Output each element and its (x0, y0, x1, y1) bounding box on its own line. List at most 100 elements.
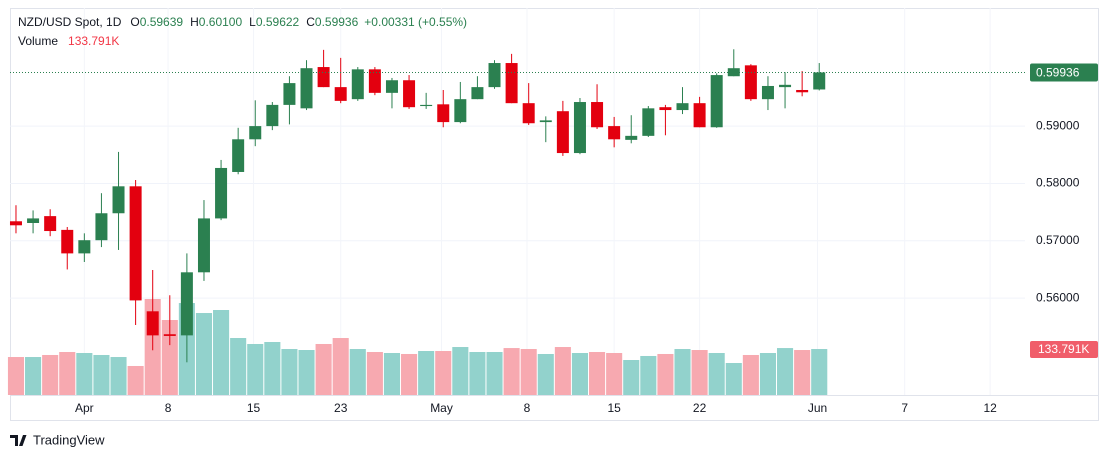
y-tick-label: 0.57000 (1036, 233, 1080, 247)
x-tick-label: 8 (165, 401, 172, 415)
volume-bar (230, 338, 247, 395)
volume-bar (708, 352, 725, 395)
candle-body (78, 240, 91, 254)
x-tick-label: 15 (607, 401, 621, 415)
candle-body (146, 311, 159, 336)
candle-body (761, 85, 774, 100)
candle-body (625, 135, 638, 140)
candle-body (283, 83, 296, 105)
candle-body (693, 103, 706, 128)
volume-bar (674, 349, 691, 395)
y-tick-label: 0.56000 (1036, 290, 1080, 304)
candle-body (9, 221, 22, 226)
volume-bar (742, 354, 759, 395)
ohlc-value: 0.59639 (140, 15, 184, 29)
candle-body (505, 63, 518, 104)
legend-row: NZD/USD Spot, 1D O0.59639 H0.60100 L0.59622… (18, 15, 467, 29)
volume-bar (554, 347, 571, 395)
ohlc-key: C (306, 15, 315, 29)
x-tick-label: 12 (983, 401, 997, 415)
volume-bar (127, 365, 144, 395)
volume-bar (640, 355, 657, 395)
candle-body (368, 69, 381, 93)
volume-bar (401, 353, 418, 395)
candle-body (266, 104, 279, 127)
x-tick-label: 15 (247, 401, 261, 415)
volume-bar (349, 349, 366, 395)
volume-bar (59, 352, 76, 395)
volume-bar (486, 352, 503, 395)
volume-bar (777, 348, 794, 395)
change: +0.00331 (+0.55%) (364, 15, 467, 29)
ohlc-key: H (190, 15, 199, 29)
volume-bar (281, 349, 298, 395)
candle-body (44, 216, 57, 232)
candle-body (710, 75, 723, 128)
volume-bar (110, 357, 127, 395)
volume-bar (213, 309, 230, 395)
x-tick-label: 7 (901, 401, 908, 415)
candle-body (180, 272, 193, 336)
volume-legend: Volume 133.791K (18, 34, 119, 48)
volume-bar (195, 313, 213, 395)
volume-bar (25, 357, 42, 395)
candle-body (351, 69, 364, 100)
candle-body (215, 167, 228, 219)
y-tick-label: 0.59000 (1036, 118, 1080, 132)
volume-bar (691, 350, 708, 395)
volume-bar (161, 320, 178, 395)
volume-last-box (1030, 341, 1098, 359)
x-tick-label: Apr (75, 401, 94, 415)
ohlc-key: O (130, 15, 139, 29)
volume-bar (606, 352, 623, 395)
candle-body (317, 67, 330, 88)
candle-body (556, 111, 569, 154)
x-tick-label: May (430, 401, 453, 415)
volume-bar (725, 363, 742, 395)
volume-bar (93, 354, 110, 395)
x-tick-label: 8 (524, 401, 531, 415)
candle-body (27, 218, 40, 223)
candle-body (163, 334, 176, 336)
volume-bar (452, 347, 469, 395)
volume-bar (298, 350, 315, 395)
candle-body (249, 126, 262, 140)
logo (10, 435, 27, 446)
candle-body (420, 104, 433, 107)
symbol: NZD/USD Spot, 1D (18, 15, 122, 29)
volume-title: Volume (18, 34, 58, 48)
candle-body (573, 102, 586, 154)
candle-body (522, 103, 535, 124)
candle-body (488, 63, 501, 88)
volume-bar (503, 348, 520, 395)
ohlc-key: L (249, 15, 256, 29)
x-tick-label: Jun (808, 401, 827, 415)
candle-body (454, 99, 467, 123)
volume-bar (7, 357, 25, 395)
volume-bar (332, 338, 349, 395)
volume-bar (76, 352, 93, 395)
candle-body (608, 126, 621, 140)
candle-body (197, 218, 210, 273)
volume-last-label: 133.791K (1038, 342, 1089, 356)
volume-bar (366, 352, 383, 395)
candle-body (744, 65, 757, 100)
volume-value: 133.791K (68, 34, 119, 48)
candle-body (129, 186, 142, 301)
volume-bar (247, 343, 264, 395)
volume-bar (811, 349, 828, 395)
volume-bar (42, 354, 59, 395)
volume-bar (418, 351, 435, 395)
candle-body (642, 108, 655, 136)
brand-name: TradingView (33, 432, 105, 447)
x-tick-label: 23 (334, 401, 348, 415)
candle-body (232, 139, 245, 172)
y-tick-label: 0.58000 (1036, 176, 1080, 190)
candle-body (471, 87, 484, 100)
volume-bar (794, 350, 811, 395)
volume-bar (520, 349, 537, 395)
volume-bar (657, 353, 674, 395)
candle-body (112, 186, 125, 214)
candle-body (61, 229, 74, 254)
